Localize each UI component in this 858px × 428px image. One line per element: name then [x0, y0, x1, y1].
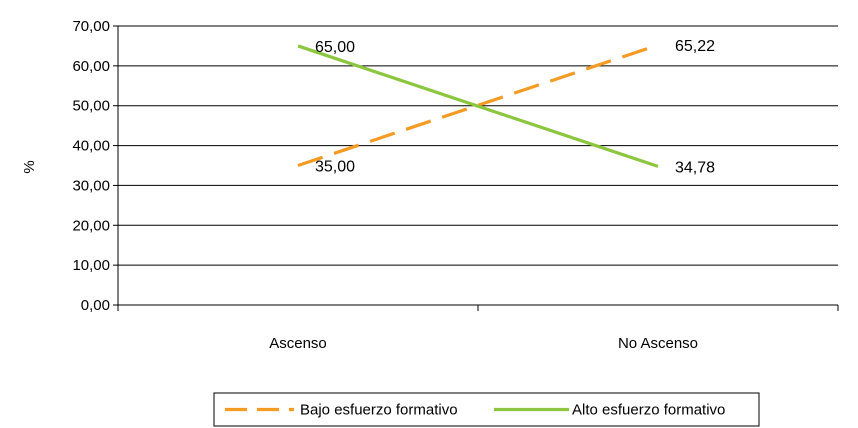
legend: Bajo esfuerzo formativo Alto esfuerzo for…	[213, 392, 760, 427]
axes	[117, 26, 839, 311]
y-tick-label: 40,00	[72, 138, 110, 155]
y-axis-label: %	[21, 160, 38, 173]
y-tick-label: 70,00	[72, 18, 110, 35]
gridlines	[113, 25, 838, 306]
y-tick-label: 10,00	[72, 257, 110, 274]
legend-label: Bajo esfuerzo formativo	[300, 402, 458, 419]
data-label: 65,00	[315, 39, 355, 56]
y-tick-labels: 0,00 10,00 20,00 30,00 40,00 50,00 60,00 70,00	[72, 18, 110, 314]
data-labels: 35,00 65,22 65,00 34,78	[315, 38, 715, 176]
series-line	[297, 43, 659, 168]
x-tick-label: Ascenso	[269, 335, 327, 352]
y-tick-label: 60,00	[72, 58, 110, 75]
legend-box	[213, 392, 760, 427]
series-lines	[297, 43, 659, 168]
y-tick-label: 20,00	[72, 217, 110, 234]
legend-label: Alto esfuerzo formativo	[572, 402, 725, 419]
data-label: 34,78	[675, 159, 715, 176]
y-tick-label: 0,00	[81, 297, 110, 314]
y-tick-label: 30,00	[72, 177, 110, 194]
data-label: 65,22	[675, 38, 715, 55]
series-line	[297, 44, 659, 168]
x-tick-label: No Ascenso	[618, 335, 698, 352]
y-tick-label: 50,00	[72, 98, 110, 115]
data-label: 35,00	[315, 159, 355, 176]
x-tick-labels: Ascenso No Ascenso	[269, 335, 698, 352]
